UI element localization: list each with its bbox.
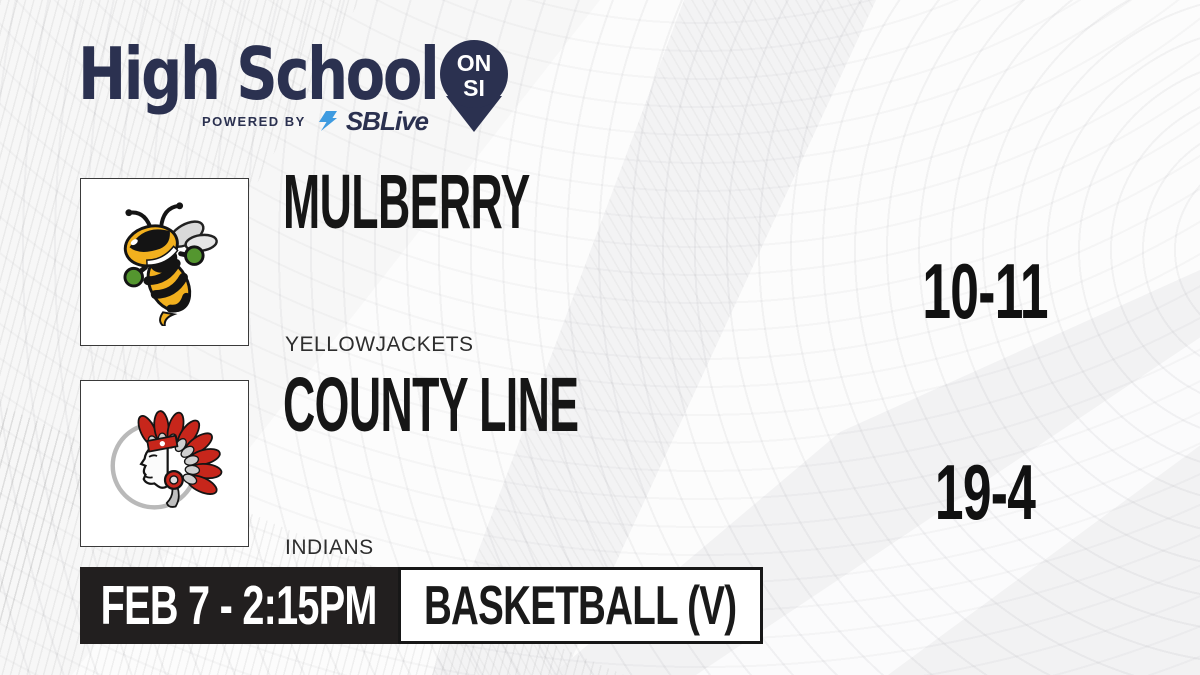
powered-by-label: POWERED BY [202, 113, 306, 129]
indian-chief-mascot-logo [110, 409, 222, 510]
powered-by-row: POWERED BY SBLive [202, 105, 429, 136]
team2-record: 19-4 [934, 448, 1036, 536]
team1-record: 10-11 [922, 247, 1048, 335]
pin-text-on: ON [457, 50, 492, 76]
on-si-pin-icon: ON SI [440, 40, 508, 132]
game-sport-text: BASKETBALL (V) [424, 574, 737, 636]
sblive-bolt-icon [318, 111, 337, 131]
team2-logo-box [80, 380, 249, 547]
team1-logo-box [80, 178, 249, 346]
high-school-wordmark-text: High School [78, 32, 440, 116]
pin-text-si: SI [463, 75, 485, 101]
game-sport-badge: BASKETBALL (V) [398, 567, 763, 644]
team1-name: MULBERRY [283, 159, 530, 245]
team2-mascot-label: INDIANS [285, 536, 374, 559]
high-school-wordmark: High School [78, 38, 527, 110]
yellowjacket-mascot-logo [122, 201, 218, 326]
team1-mascot-label: YELLOWJACKETS [285, 333, 474, 356]
feather-fan [137, 409, 222, 495]
team2-name: COUNTY LINE [283, 362, 579, 448]
game-datetime-badge: FEB 7 - 2:15PM [80, 567, 398, 644]
game-datetime-text: FEB 7 - 2:15PM [101, 574, 378, 636]
sblive-wordmark: SBLive [345, 105, 429, 136]
